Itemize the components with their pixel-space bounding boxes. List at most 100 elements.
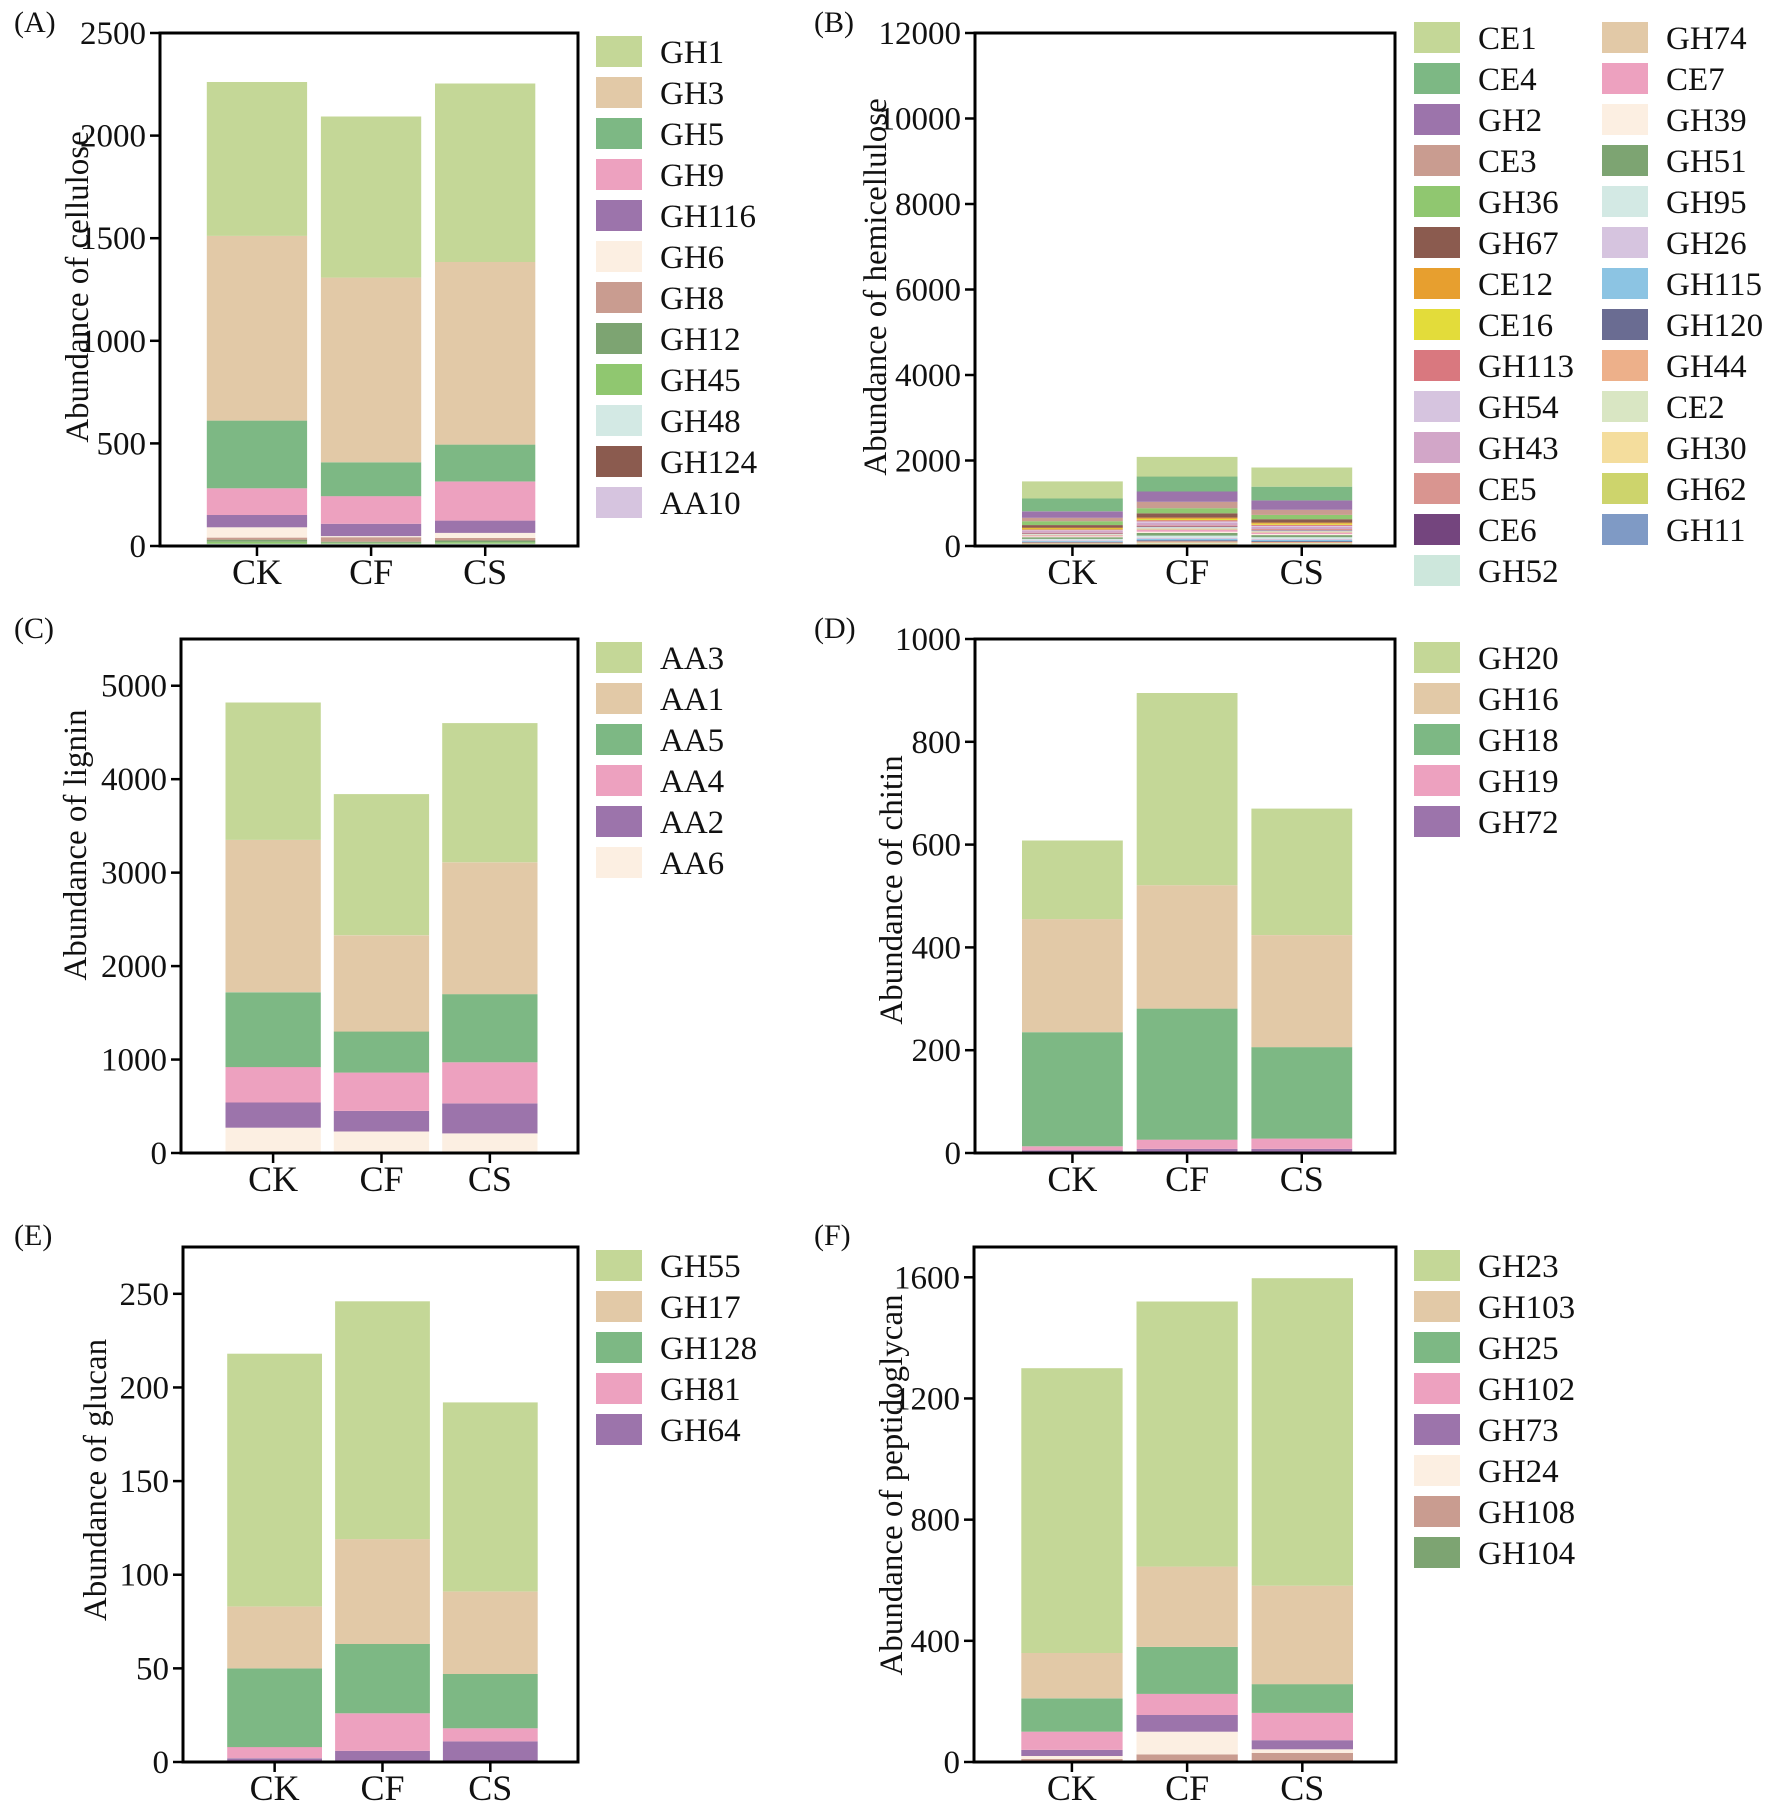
bar-segment-cs-gh12 xyxy=(435,540,536,543)
bar-segment-cf-aa5 xyxy=(333,1031,430,1073)
bar-segment-cs-gh74 xyxy=(1251,531,1353,533)
panel-label: (A) xyxy=(14,6,56,39)
legend-label: GH67 xyxy=(1478,226,1559,262)
x-tick-label: CK xyxy=(1047,1159,1097,1199)
bar-segment-ck-gh43 xyxy=(1022,531,1123,533)
legend-label: AA10 xyxy=(660,486,741,522)
legend-swatch xyxy=(596,323,642,354)
legend-label: GH73 xyxy=(1478,1413,1559,1449)
bar-segment-cf-gh103 xyxy=(1136,1566,1238,1647)
bar-segment-cs-aa4 xyxy=(442,1062,538,1104)
bar-segment-ck-gh120 xyxy=(1022,541,1123,543)
legend-label: GH103 xyxy=(1478,1290,1575,1326)
x-tick-label: CK xyxy=(1047,1768,1097,1808)
legend-label: AA5 xyxy=(660,723,724,759)
bar-segment-cf-gh5 xyxy=(320,462,422,497)
legend-label: GH19 xyxy=(1478,764,1559,800)
bar-segment-cf-gh45 xyxy=(320,542,422,544)
legend-label: CE5 xyxy=(1478,472,1537,508)
x-tick-label: CF xyxy=(1165,552,1209,592)
bar-segment-ck-gh26 xyxy=(1022,540,1123,542)
bar-segment-cs-gh25 xyxy=(1251,1684,1353,1713)
bar-segment-cf-gh43 xyxy=(1136,522,1238,526)
x-tick-label: CK xyxy=(1047,552,1097,592)
legend-swatch xyxy=(596,1373,642,1404)
legend-swatch xyxy=(1414,145,1460,176)
y-tick-label: 0 xyxy=(945,1136,962,1172)
x-tick-label: CF xyxy=(349,552,393,592)
y-tick-label: 10000 xyxy=(879,102,962,138)
bar-segment-ck-ce12 xyxy=(1022,527,1123,529)
legend-swatch xyxy=(1414,1455,1460,1486)
y-tick-label: 100 xyxy=(120,1558,170,1594)
y-tick-label: 200 xyxy=(912,1033,962,1069)
legend-label: GH11 xyxy=(1666,513,1745,549)
legend-label: GH36 xyxy=(1478,185,1559,221)
legend-swatch xyxy=(1602,22,1648,53)
legend-swatch xyxy=(1414,186,1460,217)
bar-segment-ck-aa4 xyxy=(225,1067,321,1103)
y-axis-title: Abundance of chitin xyxy=(874,755,910,1024)
bar-segment-ck-gh16 xyxy=(1022,919,1123,1033)
legend-label: AA4 xyxy=(660,764,724,800)
bar-segment-ck-aa6 xyxy=(225,1127,321,1153)
bar-segment-cf-aa6 xyxy=(333,1131,430,1153)
bar-segment-cs-gh52 xyxy=(1251,530,1353,532)
legend-swatch xyxy=(1414,1414,1460,1445)
y-tick-label: 250 xyxy=(120,1277,170,1313)
bar-segment-cf-gh72 xyxy=(1136,1148,1238,1153)
legend-swatch xyxy=(1602,514,1648,545)
bar-segment-cs-gh95 xyxy=(1251,537,1353,539)
x-tick-label: CF xyxy=(1165,1768,1209,1808)
y-tick-label: 200 xyxy=(120,1371,170,1407)
bar-segment-cf-ce16 xyxy=(1136,518,1238,521)
bar-segment-cs-gh48 xyxy=(435,543,536,545)
bar-segment-ck-aa1 xyxy=(225,839,321,993)
legend-swatch xyxy=(596,806,642,837)
bar-segment-cs-gh45 xyxy=(435,542,536,544)
bar-segment-ck-gh36 xyxy=(1022,521,1123,525)
y-tick-label: 12000 xyxy=(879,16,962,52)
x-tick-label: CF xyxy=(360,1768,404,1808)
bar-segment-cs-gh16 xyxy=(1251,935,1353,1048)
legend-label: CE16 xyxy=(1478,308,1553,344)
legend-swatch xyxy=(1602,350,1648,381)
bar-segment-ck-gh48 xyxy=(206,543,308,545)
legend-swatch xyxy=(1602,309,1648,340)
y-tick-label: 800 xyxy=(911,1503,961,1539)
legend-swatch xyxy=(1602,227,1648,258)
y-tick-label: 8000 xyxy=(895,187,961,223)
panel-label: (E) xyxy=(14,1219,52,1252)
y-tick-label: 0 xyxy=(945,529,962,565)
legend-label: GH116 xyxy=(660,199,756,235)
bar-segment-cf-gh17 xyxy=(335,1539,430,1644)
x-tick-label: CK xyxy=(250,1768,300,1808)
bar-segment-cs-gh116 xyxy=(435,520,536,533)
y-axis-title: Abundance of peptidoglycan xyxy=(874,1294,910,1675)
bar-segment-ck-gh2 xyxy=(1022,511,1123,518)
panel-label: (F) xyxy=(814,1219,851,1252)
legend-label: GH17 xyxy=(660,1290,741,1326)
legend-swatch xyxy=(596,1250,642,1281)
bar-segment-cf-gh64 xyxy=(335,1750,430,1762)
legend-label: GH74 xyxy=(1666,21,1747,57)
bar-segment-cf-gh51 xyxy=(1136,533,1238,536)
legend-swatch xyxy=(1414,555,1460,586)
y-tick-label: 1000 xyxy=(895,622,961,658)
x-tick-label: CS xyxy=(1280,552,1324,592)
legend-swatch xyxy=(596,487,642,518)
bar-segment-cs-gh8 xyxy=(435,538,536,541)
legend-label: CE12 xyxy=(1478,267,1553,303)
bar-segment-cf-ce6 xyxy=(1136,526,1238,528)
y-tick-label: 600 xyxy=(912,828,962,864)
bar-segment-cs-gh23 xyxy=(1251,1278,1353,1586)
y-tick-label: 1000 xyxy=(80,324,146,360)
plot-frame xyxy=(158,31,580,548)
bar-segment-cs-ce1 xyxy=(1251,467,1353,487)
bar-segment-cs-aa5 xyxy=(442,994,538,1063)
bar-segment-ck-gh1 xyxy=(206,82,308,236)
panel-c: (C) Abundance of lignin CK CF CS 0 1000 2000 3… xyxy=(14,612,724,1199)
bar-segment-cf-gh12 xyxy=(320,541,422,543)
x-tick-label: CS xyxy=(468,1768,512,1808)
